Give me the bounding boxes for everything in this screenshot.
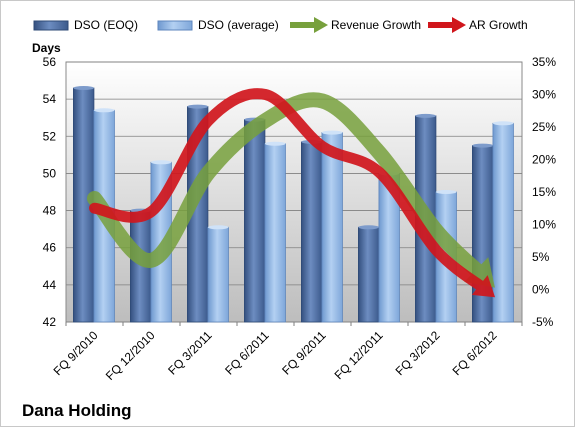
left-tick-label: 56	[43, 55, 57, 69]
x-tick-label: FQ 6/2012	[450, 328, 500, 378]
legend-label: DSO (average)	[198, 18, 279, 32]
right-tick-label: 10%	[532, 218, 556, 232]
x-tick-label: FQ 9/2010	[51, 328, 101, 378]
legend-swatch	[157, 20, 193, 31]
x-tick-label: FQ 6/2011	[222, 328, 272, 378]
x-tick-label: FQ 12/2011	[332, 328, 386, 382]
right-tick-label: 5%	[532, 250, 550, 264]
x-tick-label: FQ 3/2012	[393, 328, 443, 378]
left-tick-label: 48	[43, 204, 57, 218]
bar-cap	[435, 190, 457, 194]
right-tick-label: -5%	[532, 315, 554, 329]
bar-cap	[358, 225, 379, 230]
right-tick-label: 30%	[532, 88, 556, 102]
bar-cap	[472, 143, 493, 148]
bar	[301, 141, 323, 323]
left-tick-label: 44	[43, 278, 57, 292]
bar-cap	[492, 121, 514, 126]
left-tick-label: 50	[43, 166, 57, 180]
left-tick-label: 54	[43, 92, 57, 106]
bar-cap	[321, 130, 343, 135]
legend-swatch-arrowhead	[452, 17, 466, 33]
bar	[207, 226, 229, 323]
bar-cap	[150, 160, 172, 165]
bar	[244, 119, 266, 323]
legend-swatch	[33, 20, 69, 31]
bar	[358, 226, 380, 323]
x-axis-ticks: FQ 9/2010 FQ 12/2010 FQ 3/2011 FQ 6/2011 FQ …	[51, 322, 523, 383]
right-tick-label: 20%	[532, 153, 556, 167]
legend-label: DSO (EOQ)	[74, 18, 138, 32]
left-tick-label: 42	[43, 315, 57, 329]
right-tick-label: 35%	[532, 55, 556, 69]
x-tick-label: FQ 9/2011	[279, 328, 329, 378]
legend: DSO (EOQ) DSO (average) Revenue Growth AR G…	[33, 17, 528, 33]
right-axis-ticks: -5% 0% 5% 10% 15% 20% 25% 30% 35%	[532, 55, 556, 329]
x-tick-label: FQ 3/2011	[165, 328, 215, 378]
bar	[492, 122, 514, 323]
bar-cap	[187, 104, 208, 109]
bar	[321, 132, 343, 323]
right-tick-label: 25%	[532, 120, 556, 134]
left-tick-label: 52	[43, 129, 57, 143]
bar-cap	[264, 141, 286, 146]
bar	[264, 143, 286, 323]
left-axis-ticks: 42 44 46 48 50 52 54 56	[43, 55, 57, 329]
y-axis-left-title: Days	[32, 41, 61, 55]
legend-label: Revenue Growth	[331, 18, 421, 32]
bar-cap	[207, 225, 229, 230]
left-tick-label: 46	[43, 241, 57, 255]
legend-label: AR Growth	[469, 18, 528, 32]
right-tick-label: 0%	[532, 283, 550, 297]
bar-cap	[73, 86, 94, 90]
company-name: Dana Holding	[22, 401, 132, 420]
legend-swatch-arrowhead	[314, 17, 328, 33]
ar-growth-arrowhead	[471, 275, 496, 298]
growth-lines	[87, 88, 496, 298]
bar-cap	[415, 113, 436, 118]
ar-growth-line-group	[89, 88, 496, 298]
bar-cap	[93, 108, 115, 113]
ar-growth-line	[89, 88, 490, 294]
x-tick-label: FQ 12/2010	[103, 328, 158, 383]
right-tick-label: 15%	[532, 185, 556, 199]
